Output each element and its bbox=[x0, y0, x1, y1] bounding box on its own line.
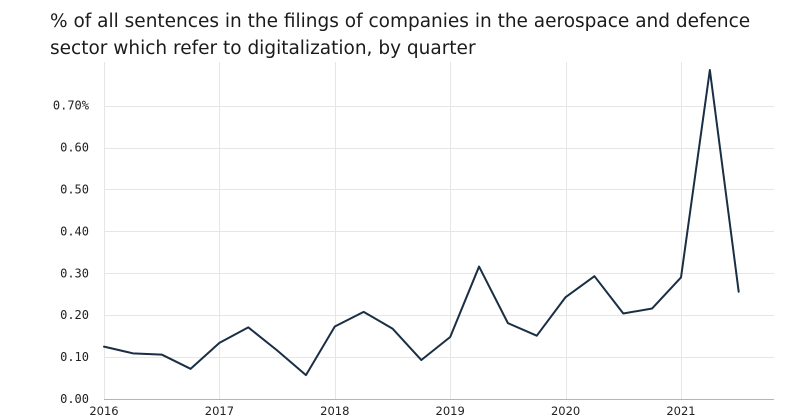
y-tick-label-0: 0.00 bbox=[60, 392, 89, 406]
x-tick-label-2020: 2020 bbox=[551, 404, 580, 418]
y-tick-label-4: 0.40 bbox=[60, 224, 89, 238]
y-tick-label-7: 0.70% bbox=[53, 99, 90, 113]
x-tick-label-2021: 2021 bbox=[666, 404, 695, 418]
series-layer bbox=[103, 69, 740, 377]
chart-title: % of all sentences in the filings of com… bbox=[50, 8, 790, 62]
x-tick-label-2019: 2019 bbox=[436, 404, 465, 418]
horizontal-gridlines bbox=[104, 106, 774, 400]
y-tick-label-5: 0.50 bbox=[60, 182, 89, 196]
x-tick-label-2017: 2017 bbox=[205, 404, 234, 418]
x-tick-label-2016: 2016 bbox=[89, 404, 118, 418]
y-tick-label-3: 0.30 bbox=[60, 266, 89, 280]
vertical-gridlines bbox=[104, 62, 682, 399]
x-axis-tick-labels: 2016 2017 2018 2019 2020 2021 bbox=[89, 404, 695, 418]
y-axis-tick-labels: 0.00 0.10 0.20 0.30 0.40 0.50 0.60 0.70% bbox=[53, 99, 90, 406]
y-tick-label-1: 0.10 bbox=[60, 350, 89, 364]
y-tick-label-2: 0.20 bbox=[60, 308, 89, 322]
chart-title-line-1: % of all sentences in the filings of com… bbox=[50, 11, 751, 32]
chart-title-line-2: sector which refer to digitalization, by… bbox=[50, 38, 476, 59]
series-line-0 bbox=[103, 69, 740, 377]
y-tick-label-6: 0.60 bbox=[60, 141, 89, 155]
x-tick-label-2018: 2018 bbox=[320, 404, 349, 418]
